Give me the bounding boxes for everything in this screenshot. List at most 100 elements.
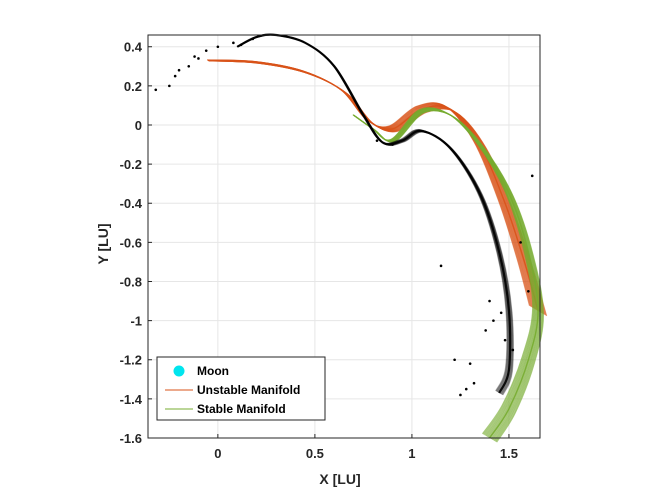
scatter-point-6 [216,45,220,49]
scatter-point-27 [499,311,503,315]
y-tick-label-10: -1.6 [120,431,142,446]
scatter-point-9 [251,37,255,41]
trajectories-curve-1 [236,33,508,392]
unstable-manifold-curve-20 [208,60,541,313]
stable-manifold-curve-25 [354,110,545,443]
unstable-manifold-core-line [208,59,539,311]
scatter-point-0 [154,88,158,92]
y-tick-label-1: 0.2 [124,79,142,94]
unstable-manifold-curve-9 [207,59,535,309]
stable-manifold-curve-10 [353,108,538,438]
y-tick-label-4: -0.4 [120,196,143,211]
scatter-point-16 [468,362,472,365]
unstable-manifold-curve-22 [208,60,542,313]
y-tick-label-3: -0.2 [120,157,142,172]
unstable-manifold-curve-16 [208,60,539,311]
scatter-point-10 [168,84,171,88]
unstable-manifold-curve-0 [207,59,530,306]
unstable-manifold-curve-25 [208,60,543,314]
scatter-point-1 [173,74,177,78]
scatter-point-7 [232,41,235,45]
tick-labels: 0 0.5 1 1.5 0.4 0.2 0 -0.2 -0.4 -0.6 -0.8 -1 -1.2 -1.… [120,40,518,461]
stable-manifold-curve-7 [353,108,537,437]
moon-legend-marker [173,365,185,377]
legend-box [156,356,326,421]
y-tick-label-8: -1.2 [120,353,142,368]
unstable-manifold-curve-17 [208,60,539,312]
stable-manifold-core-line [353,108,539,439]
trajectories-curve-5 [236,33,509,393]
scatter-point-2 [177,68,181,72]
unstable-manifold-curve-18 [208,60,540,312]
legend: Moon Unstable Manifold Stable Manifold [156,356,326,421]
unstable-manifold-curve-13 [207,59,537,310]
unstable-manifold-curve-11 [207,59,536,310]
scatter-point-19 [519,241,522,244]
trajectories-curve-9 [236,33,510,393]
manifold-curves [207,33,548,443]
trajectories-curve-19 [237,34,513,395]
scatter-point-13 [391,143,394,146]
axes [147,34,541,439]
unstable-manifold-curve-8 [207,59,534,309]
unstable-manifold-curve-19 [208,60,540,312]
unstable-manifold-curve-24 [208,60,543,314]
scatter-point-21 [530,174,534,178]
trajectories-curve-7 [236,33,510,393]
trajectories-curve-2 [236,33,508,392]
trajectories-curve-23 [237,34,514,396]
x-tick-label-0: 0 [214,446,221,461]
scatter-point-20 [527,289,530,293]
trajectories-curve-11 [236,34,511,394]
trajectories-curve-3 [236,33,509,392]
scatter-point-18 [511,348,515,352]
unstable-manifold-curve-12 [207,59,537,310]
trajectories-curve-13 [237,34,512,394]
trajectories-curve-20 [237,34,514,395]
scatter-point-15 [439,264,443,268]
scatter-point-4 [193,55,196,58]
y-axis-label: Y [LU] [95,224,111,265]
y-tick-label-5: -0.6 [120,235,142,250]
trajectories-curve-8 [236,33,510,393]
scatter-point-12 [375,139,379,142]
moon-legend-label: Moon [197,364,229,378]
trajectories-curve-17 [237,34,513,395]
trajectories-core-line [236,33,512,394]
scatter-point-24 [464,387,468,391]
scatter-point-5 [204,49,208,52]
unstable-manifold-curve-23 [208,60,542,314]
unstable-manifold-curve-1 [207,59,531,307]
y-tick-label-9: -1.4 [120,392,143,407]
scatter-point-3 [187,65,191,68]
axes-box [147,34,541,439]
stable-manifold-legend-label: Stable Manifold [197,402,286,416]
unstable-manifold-curve-4 [207,59,532,308]
unstable-manifold-curve-2 [207,59,531,307]
x-tick-label-2: 1 [408,446,415,461]
scatter-point-14 [453,358,456,362]
trajectories-curve-6 [236,33,510,393]
unstable-manifold-curve-5 [207,59,533,308]
unstable-manifold-curve-15 [208,60,538,311]
unstable-manifold-curve-7 [207,59,534,309]
y-tick-label-7: -1 [130,314,142,329]
x-tick-label-3: 1.5 [500,446,518,461]
unstable-manifold-curve-6 [207,59,533,308]
y-tick-label-0: 0.4 [124,40,143,55]
trajectories-curve-10 [236,34,511,393]
scatter-point-8 [239,43,243,47]
y-tick-label-2: 0 [135,118,142,133]
trajectories-curve-22 [237,34,514,396]
trajectories-curve-14 [237,34,512,394]
scatter-point-23 [472,381,476,385]
scatter-point-17 [503,338,507,342]
scatter-points [154,37,534,397]
x-tick-label-1: 0.5 [306,446,324,461]
scatter-point-28 [484,329,487,332]
unstable-manifold-curve-3 [207,59,532,307]
scatter-point-26 [492,319,495,322]
unstable-manifold-curve-21 [208,60,541,313]
trajectories-curve-15 [237,34,512,394]
